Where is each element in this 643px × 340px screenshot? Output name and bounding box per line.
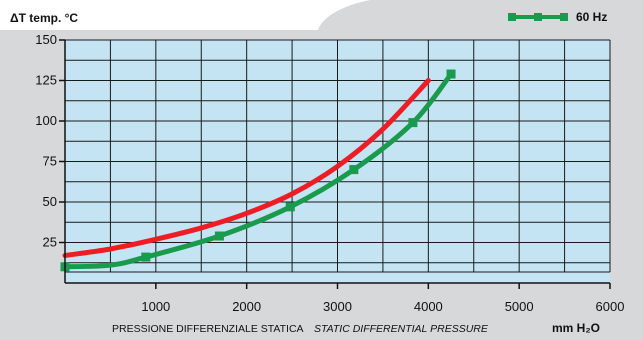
y-tick-label: 150	[35, 32, 57, 47]
series-point-2	[141, 252, 151, 262]
y-tick-label: 100	[35, 113, 57, 128]
series-point-2	[214, 231, 224, 241]
legend-marker-3	[560, 13, 568, 21]
header-tab	[0, 0, 370, 30]
legend-marker-1	[508, 13, 516, 21]
series-line-2	[62, 71, 454, 270]
series-point-2	[446, 69, 456, 79]
y-tick-label: 75	[43, 154, 57, 169]
y-tick-label: 50	[43, 194, 57, 209]
legend: 60 Hz	[508, 10, 607, 24]
y-tick-label: 25	[43, 235, 57, 250]
legend-marker-2	[534, 13, 542, 21]
x-axis-label: PRESSIONE DIFFERENZIALE STATICA STATIC D…	[112, 319, 489, 336]
series-point-2	[285, 202, 295, 212]
x-tick-label: 3000	[323, 299, 352, 314]
x-axis-label-en: STATIC DIFFERENTIAL PRESSURE	[314, 323, 489, 335]
y-tick-labels: 25 50 75 100 125 150	[35, 32, 65, 250]
y-axis-label: ΔT temp. °C	[10, 11, 78, 25]
series-point-2	[349, 165, 359, 175]
series-point-2	[408, 118, 418, 128]
grid	[65, 39, 611, 273]
x-tick-label: 4000	[414, 299, 443, 314]
x-tick-label: 5000	[505, 299, 534, 314]
legend-label: 60 Hz	[576, 10, 607, 24]
x-axis-label-it: PRESSIONE DIFFERENZIALE STATICA	[112, 323, 304, 335]
x-tick-label: 2000	[232, 299, 261, 314]
x-tick-label: 1000	[141, 299, 170, 314]
x-tick-labels: 1000 2000 3000 4000 5000 6000	[141, 283, 624, 314]
x-axis-unit: mm H₂O	[552, 321, 600, 335]
x-tick-label: 6000	[596, 299, 625, 314]
y-tick-label: 125	[35, 73, 57, 88]
series-line-1	[62, 78, 431, 258]
